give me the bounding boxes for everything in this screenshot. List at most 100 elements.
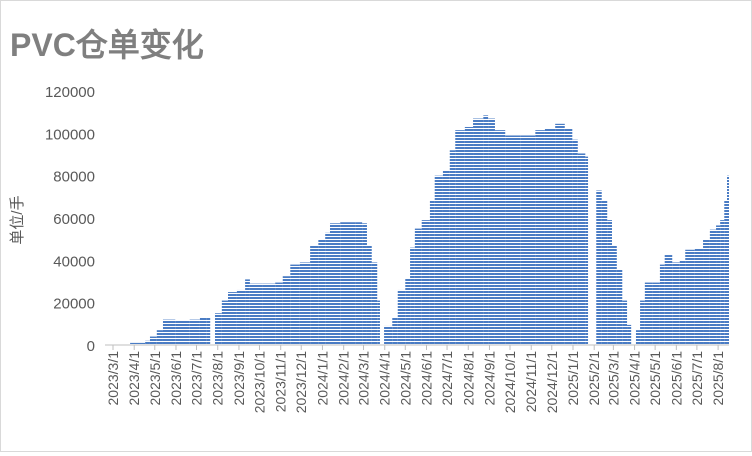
bar <box>362 223 367 345</box>
plot-area: 0 20000 40000 60000 80000 100000 120000 2023/3/… <box>45 84 729 413</box>
bar <box>340 222 356 345</box>
bar <box>601 200 608 345</box>
bar <box>720 220 725 345</box>
bar <box>384 325 393 345</box>
bar <box>724 200 727 345</box>
bar <box>366 245 372 345</box>
bar <box>410 247 415 345</box>
bar <box>329 223 341 345</box>
bar <box>635 330 641 345</box>
bar <box>703 239 710 345</box>
x-tick-label: 2024/8/1 <box>460 351 476 406</box>
bar <box>130 342 146 345</box>
bar <box>473 118 484 346</box>
bar <box>694 248 704 345</box>
x-tick-label: 2025/6/1 <box>668 351 684 406</box>
x-tick-label: 2024/9/1 <box>481 351 497 406</box>
y-tick-label: 60000 <box>53 211 95 228</box>
x-tick-label: 2023/4/1 <box>126 351 142 406</box>
bar <box>727 175 729 345</box>
x-tick-label: 2025/3/1 <box>605 351 621 406</box>
bar <box>377 300 380 345</box>
bar <box>672 262 680 345</box>
bar <box>405 278 411 345</box>
x-tick-label: 2024/3/1 <box>356 351 372 406</box>
y-tick-label: 0 <box>87 338 95 355</box>
x-tick-label: 2023/5/1 <box>147 351 163 406</box>
bar <box>275 282 283 345</box>
bar <box>572 139 578 345</box>
x-tick-label: 2023/6/1 <box>168 351 184 406</box>
x-tick-label: 2024/5/1 <box>397 351 413 406</box>
x-tick-label: 2023/3/1 <box>105 351 121 406</box>
bar <box>206 317 211 345</box>
bar <box>716 225 721 345</box>
bar <box>449 150 456 345</box>
bar <box>505 135 521 345</box>
x-tick-label: 2024/10/1 <box>502 351 518 413</box>
bar <box>685 249 695 345</box>
bar <box>299 262 311 345</box>
bar <box>640 300 645 345</box>
bar <box>494 130 506 345</box>
bar <box>483 115 489 345</box>
y-tick-label: 80000 <box>53 169 95 186</box>
bar <box>290 264 300 345</box>
bar <box>145 340 150 345</box>
bar <box>318 239 326 345</box>
bar <box>622 300 628 345</box>
x-tick-label: 2023/7/1 <box>189 351 205 406</box>
x-tick-label: 2025/5/1 <box>647 351 663 406</box>
bar <box>199 317 207 345</box>
bar <box>616 269 623 345</box>
bar <box>488 118 495 346</box>
bar <box>709 229 717 345</box>
bar <box>310 245 319 345</box>
x-tick-label: 2023/8/1 <box>210 351 226 406</box>
bar <box>189 319 200 345</box>
bar <box>652 282 660 345</box>
bar <box>577 153 586 345</box>
x-tick-label: 2024/6/1 <box>419 351 435 406</box>
bar <box>612 245 617 345</box>
bar <box>262 283 276 345</box>
x-tick-label: 2023/12/1 <box>293 351 309 413</box>
x-tick-label: 2025/2/1 <box>586 351 602 406</box>
bar <box>282 276 291 345</box>
bar <box>162 319 176 345</box>
bar <box>371 262 378 345</box>
bar <box>355 222 363 345</box>
chart-title: PVC仓单变化 <box>10 27 204 63</box>
bar <box>175 320 190 345</box>
bar <box>464 126 474 345</box>
bar <box>227 292 237 345</box>
x-tick-label: 2024/11/1 <box>523 351 539 412</box>
bar <box>236 289 246 345</box>
x-tick-label: 2023/11/1 <box>273 351 289 412</box>
y-tick-label: 100000 <box>45 126 95 143</box>
y-tick-label: 120000 <box>45 84 95 101</box>
bar <box>245 279 250 345</box>
bar <box>644 282 653 345</box>
bar <box>392 317 398 345</box>
x-tick-label: 2024/2/1 <box>336 351 352 406</box>
bar <box>214 313 222 345</box>
x-tick-label: 2023/9/1 <box>231 351 247 406</box>
bar <box>520 135 536 345</box>
y-axis-label: 单位/手 <box>9 195 26 244</box>
x-tick-label: 2023/10/1 <box>251 351 267 413</box>
bar <box>664 255 673 345</box>
bar <box>325 232 330 345</box>
bar <box>564 128 573 345</box>
bar <box>455 130 465 345</box>
bar <box>544 128 556 345</box>
bar <box>627 324 632 345</box>
y-tick-label: 20000 <box>53 296 95 313</box>
bar <box>555 123 565 345</box>
x-tick-label: 2024/4/1 <box>377 351 393 406</box>
bar <box>607 220 613 345</box>
bar <box>659 264 665 345</box>
bar <box>149 336 157 345</box>
bar <box>414 228 422 345</box>
